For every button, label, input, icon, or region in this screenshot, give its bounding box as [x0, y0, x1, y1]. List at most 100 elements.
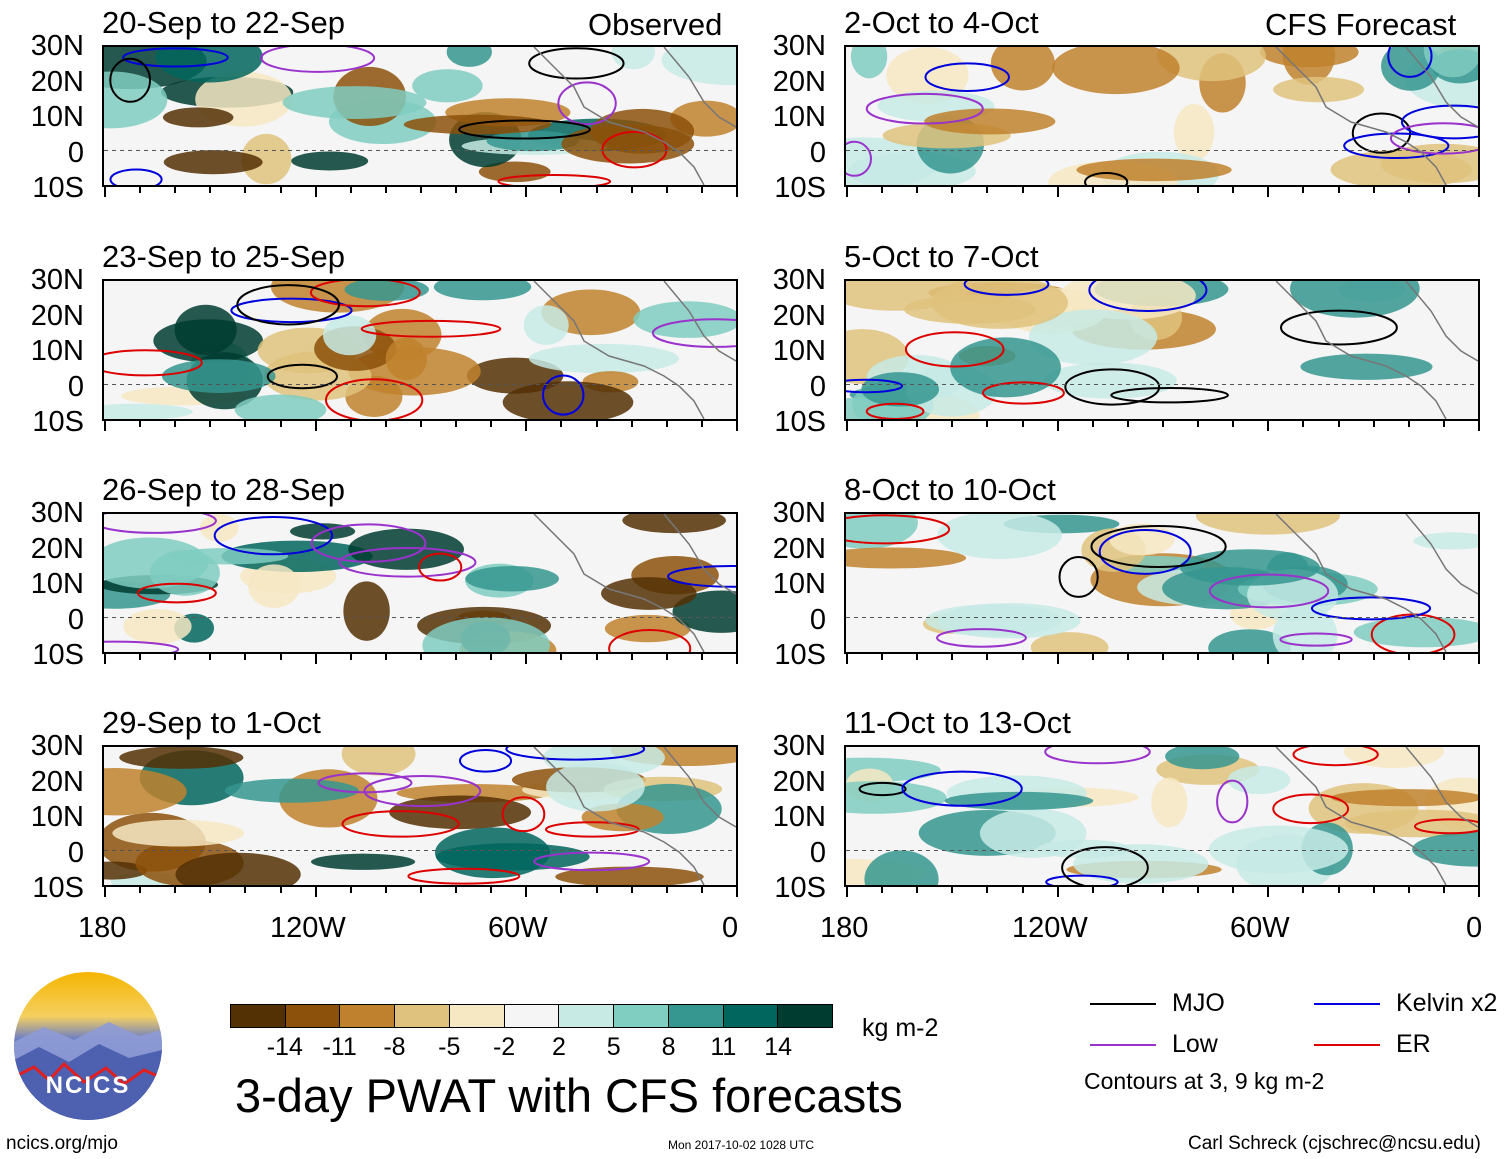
x-tick-mark	[986, 654, 989, 660]
dry-anomaly	[561, 124, 695, 164]
colorbar-tick-label: -14	[266, 1033, 303, 1061]
lon-tick-label: 180	[820, 912, 869, 944]
coastline	[663, 47, 736, 128]
x-tick-mark	[986, 887, 989, 893]
kelvin-contour	[458, 748, 513, 773]
x-tick-mark	[490, 887, 493, 893]
dry-anomaly	[162, 107, 234, 128]
panel-title: 2-Oct to 4-Oct	[844, 5, 1039, 40]
colorbar-units: kg m-2	[862, 1014, 939, 1042]
x-tick-mark	[1372, 654, 1375, 660]
x-tick-mark	[490, 654, 493, 660]
moist-anomaly	[1353, 617, 1478, 648]
x-tick-mark	[595, 887, 598, 893]
kelvin-contour	[846, 378, 904, 394]
low-contour	[865, 92, 984, 125]
dry-anomaly	[1052, 47, 1180, 95]
moist-anomaly	[546, 762, 645, 812]
moist-anomaly	[348, 528, 464, 570]
lat-tick-label: 30N	[30, 264, 84, 296]
moist-anomaly	[633, 301, 736, 338]
x-tick-mark	[560, 421, 563, 427]
mjo-contour	[1061, 846, 1149, 885]
mjo-contour	[266, 363, 338, 390]
dry-anomaly	[1282, 47, 1336, 85]
x-tick-mark	[1337, 421, 1340, 427]
er-contour	[324, 378, 424, 419]
x-tick-mark	[525, 654, 528, 664]
x-tick-mark	[736, 654, 738, 664]
colorbar-tick-label: 5	[606, 1033, 621, 1061]
x-tick-mark	[314, 187, 317, 197]
colorbar-tick-label: -2	[492, 1033, 516, 1061]
x-tick-mark	[881, 187, 884, 193]
moist-anomaly	[149, 549, 220, 596]
anomaly-field	[104, 281, 736, 419]
x-tick-mark	[349, 887, 352, 893]
lon-tick-label: 0	[722, 912, 739, 944]
x-tick-mark	[174, 421, 177, 427]
x-tick-mark	[139, 421, 142, 427]
moist-anomaly	[323, 315, 377, 356]
dry-anomaly	[502, 381, 634, 419]
x-tick-mark	[1302, 887, 1305, 893]
x-tick-mark	[1232, 187, 1235, 193]
colorbar-swatch	[777, 1005, 833, 1027]
anomaly-field	[104, 747, 736, 885]
x-tick-mark	[1337, 187, 1340, 193]
x-tick-mark	[420, 187, 422, 193]
x-tick-mark	[1372, 421, 1375, 427]
lat-tick-label: 20N	[30, 765, 84, 798]
contour-note: Contours at 3, 9 kg m-2	[1084, 1068, 1325, 1094]
moist-anomaly	[1028, 309, 1158, 366]
x-tick-mark	[525, 887, 528, 897]
x-tick-mark	[1091, 887, 1094, 893]
map-panel	[844, 745, 1480, 887]
x-tick-mark	[595, 187, 598, 193]
moist-anomaly	[1208, 825, 1349, 874]
lat-tick-label: 0	[809, 370, 826, 403]
dry-anomaly	[403, 114, 552, 135]
x-tick-mark	[384, 421, 387, 427]
low-contour	[310, 523, 427, 563]
map-panel	[844, 512, 1480, 654]
dry-anomaly	[990, 47, 1055, 91]
x-tick-mark	[1021, 421, 1024, 427]
x-tick-mark	[1302, 421, 1305, 427]
panel-title: 23-Sep to 25-Sep	[102, 239, 346, 274]
x-tick-mark	[1478, 421, 1480, 431]
dry-anomaly	[389, 795, 532, 830]
moist-anomaly	[846, 781, 947, 814]
colorbar	[230, 1004, 833, 1028]
er-contour	[601, 130, 668, 169]
lat-tick-label: 10S	[32, 406, 84, 438]
colorbar-tick-label: 8	[661, 1033, 676, 1061]
anomaly-field	[846, 281, 1478, 419]
x-tick-mark	[420, 654, 422, 660]
x-tick-mark	[1407, 887, 1410, 893]
x-tick-mark	[595, 654, 598, 660]
moist-anomaly	[846, 514, 918, 549]
x-tick-mark	[595, 421, 598, 427]
x-tick-mark	[1478, 887, 1480, 897]
mjo-contour	[528, 47, 625, 80]
low-contour	[260, 47, 376, 73]
logo-mountains-icon	[14, 1022, 162, 1120]
colorbar-swatch	[231, 1005, 285, 1027]
x-tick-mark	[1126, 187, 1129, 193]
low-contour	[1208, 573, 1330, 609]
coastline	[1275, 747, 1447, 885]
legend-line-swatch	[1314, 1044, 1380, 1046]
x-tick-mark	[1021, 654, 1024, 660]
anomaly-field	[104, 514, 736, 652]
moist-anomaly	[864, 850, 939, 885]
dry-anomaly	[601, 577, 697, 610]
kelvin-contour	[505, 747, 646, 761]
moist-anomaly	[434, 827, 551, 879]
colorbar-tick-label: 2	[551, 1033, 566, 1061]
chart-title: 3-day PWAT with CFS forecasts	[235, 1069, 903, 1122]
coastline	[1405, 747, 1478, 828]
er-contour	[407, 867, 521, 885]
dry-anomaly	[1030, 632, 1109, 652]
x-tick-mark	[630, 887, 633, 893]
